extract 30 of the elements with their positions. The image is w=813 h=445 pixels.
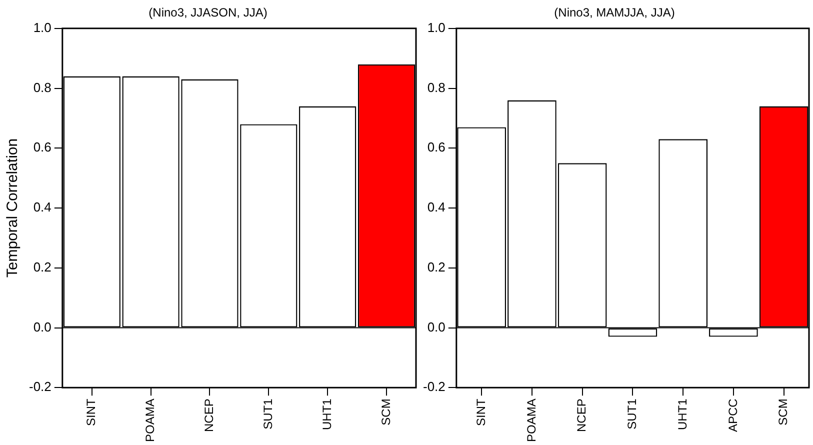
y-tick-label: 1.0 — [427, 20, 446, 35]
y-axis-title: Temporal Correlation — [4, 138, 22, 278]
y-tick-label: 0.2 — [427, 259, 446, 274]
y-tick-label: 0.8 — [33, 80, 52, 95]
y-tick-label: 0.6 — [33, 140, 52, 155]
y-tick-label: -0.2 — [28, 379, 52, 394]
y-tick-label: 0.0 — [33, 319, 52, 334]
y-tick-label: 1.0 — [33, 20, 52, 35]
y-tick-label: 0.4 — [33, 200, 52, 215]
y-tick-label: 0.0 — [427, 319, 446, 334]
x-tick-label: SCM — [776, 398, 790, 426]
x-tick-label: POAMA — [143, 398, 158, 442]
chart-title: (Nino3, MAMJJA, JJA) — [554, 6, 675, 20]
x-tick-label: NCEP — [574, 398, 589, 432]
y-tick-label: 0.4 — [427, 200, 446, 215]
x-tick-label: NCEP — [202, 398, 216, 432]
x-tick-label: APCC — [726, 398, 740, 432]
y-tick-label: -0.2 — [422, 379, 446, 394]
x-tick-label: UHT1 — [675, 398, 690, 430]
y-tick-label: 0.6 — [427, 140, 446, 155]
y-tick-label: 0.8 — [427, 80, 446, 95]
chart-title: (Nino3, JJASON, JJA) — [148, 6, 268, 20]
x-tick-label: SCM — [378, 398, 393, 426]
x-tick-label: SINT — [84, 398, 98, 426]
x-tick-label: POAMA — [524, 398, 538, 442]
x-tick-label: UHT1 — [320, 398, 334, 430]
y-tick-label: 0.2 — [33, 259, 52, 274]
x-tick-label: SUT1 — [260, 398, 275, 430]
x-tick-label: SINT — [474, 398, 488, 426]
x-tick-label: SUT1 — [625, 398, 640, 430]
